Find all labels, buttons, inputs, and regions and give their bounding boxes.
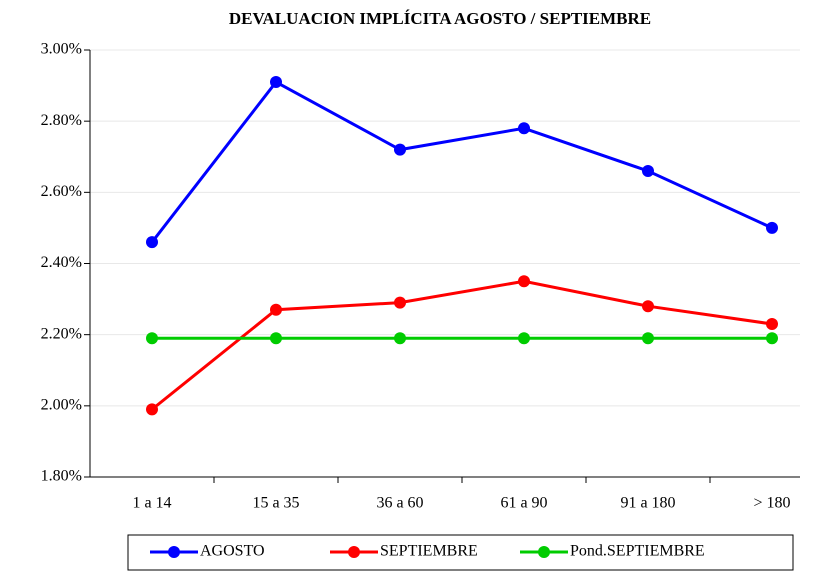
data-point xyxy=(518,275,530,288)
data-point xyxy=(146,403,158,416)
data-point xyxy=(394,143,406,156)
data-point xyxy=(394,332,406,345)
legend-marker xyxy=(168,546,180,558)
data-point xyxy=(270,332,282,345)
legend-marker xyxy=(348,546,360,558)
x-tick-label: 61 a 90 xyxy=(500,495,547,512)
x-tick-label: 15 a 35 xyxy=(252,495,299,512)
x-tick-label: > 180 xyxy=(753,495,790,512)
data-point xyxy=(146,236,158,249)
x-tick-label: 1 a 14 xyxy=(132,495,171,512)
y-tick-label: 2.40% xyxy=(41,254,82,271)
y-tick-label: 1.80% xyxy=(41,468,82,485)
legend-marker xyxy=(538,546,550,558)
data-point xyxy=(642,164,654,177)
data-point xyxy=(146,332,158,345)
data-point xyxy=(766,317,778,330)
data-point xyxy=(642,332,654,345)
series-line xyxy=(151,279,773,411)
legend-box xyxy=(127,534,794,571)
data-point xyxy=(518,332,530,345)
x-tick-label: 91 a 180 xyxy=(620,495,675,512)
legend-label: SEPTIEMBRE xyxy=(380,543,478,560)
data-point xyxy=(642,300,654,313)
data-point xyxy=(518,122,530,135)
x-tick-label: 36 a 60 xyxy=(376,495,423,512)
data-point xyxy=(766,332,778,345)
y-tick-label: 3.00% xyxy=(41,41,82,58)
data-point xyxy=(270,76,282,89)
y-tick-label: 2.60% xyxy=(41,183,82,200)
legend-label: AGOSTO xyxy=(200,543,265,560)
chart-title: DEVALUACION IMPLÍCITA AGOSTO / SEPTIEMBR… xyxy=(229,9,651,28)
data-point xyxy=(270,303,282,316)
data-point xyxy=(766,221,778,234)
y-tick-label: 2.20% xyxy=(41,325,82,342)
y-tick-label: 2.00% xyxy=(41,397,82,414)
series-line xyxy=(150,80,773,244)
legend-label: Pond.SEPTIEMBRE xyxy=(570,543,705,560)
y-tick-label: 2.80% xyxy=(41,112,82,129)
data-point xyxy=(394,296,406,309)
